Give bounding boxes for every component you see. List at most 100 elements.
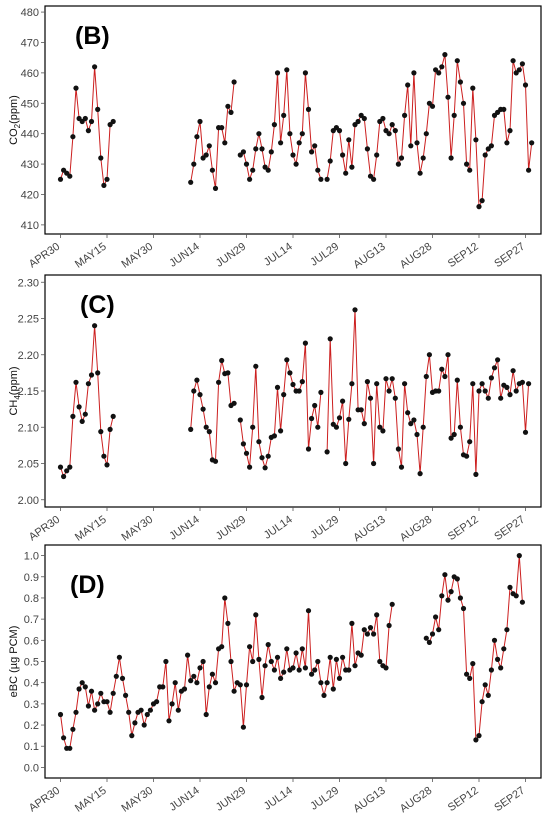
data-point xyxy=(259,146,265,152)
data-point xyxy=(510,368,516,374)
data-point xyxy=(231,79,237,85)
data-point xyxy=(529,140,535,146)
data-point xyxy=(225,370,231,376)
data-point xyxy=(290,381,296,388)
y-axis-label-main: CO xyxy=(8,128,20,145)
series-line-segment xyxy=(60,597,393,749)
data-point xyxy=(485,395,491,401)
x-tick-label: SEP12 xyxy=(446,785,481,814)
data-point xyxy=(417,471,423,477)
panel-label: (C) xyxy=(80,291,115,319)
y-tick-label: 0.4 xyxy=(24,678,39,690)
x-tick-label: APR30 xyxy=(27,785,62,815)
x-tick-label: AUG13 xyxy=(351,514,387,545)
data-point xyxy=(265,453,271,459)
data-point xyxy=(163,658,169,665)
data-point xyxy=(88,688,95,694)
y-tick-label: 0.6 xyxy=(24,635,39,647)
data-point xyxy=(522,429,529,435)
data-point xyxy=(349,381,355,387)
data-point xyxy=(247,464,253,470)
data-point xyxy=(374,152,380,158)
data-point xyxy=(519,61,526,67)
data-point xyxy=(70,726,76,732)
data-point xyxy=(237,417,243,423)
data-point xyxy=(101,182,107,188)
y-tick-label: 470 xyxy=(21,37,39,49)
panel-label: (B) xyxy=(75,22,110,50)
data-point xyxy=(265,167,271,173)
data-point xyxy=(290,152,296,158)
data-point xyxy=(324,176,330,182)
data-point xyxy=(405,410,411,416)
data-point xyxy=(389,376,395,382)
data-point xyxy=(169,701,175,707)
data-point xyxy=(488,143,494,149)
data-point xyxy=(141,722,147,728)
data-point xyxy=(268,658,274,665)
data-point xyxy=(271,667,277,673)
data-point xyxy=(312,402,318,409)
data-point xyxy=(436,627,442,633)
data-point xyxy=(343,460,349,467)
data-point xyxy=(442,373,448,380)
data-point xyxy=(495,656,501,663)
data-point xyxy=(312,143,318,149)
data-point xyxy=(256,439,262,445)
data-point xyxy=(526,381,532,387)
data-point xyxy=(519,379,526,385)
data-point xyxy=(491,365,498,371)
data-point xyxy=(414,140,420,146)
data-point xyxy=(95,701,101,707)
data-point xyxy=(423,373,429,380)
data-point xyxy=(522,82,529,88)
data-point xyxy=(448,435,454,441)
data-point xyxy=(405,82,411,88)
data-point xyxy=(92,323,98,329)
data-point xyxy=(445,352,451,358)
y-tick-label: 0.8 xyxy=(24,593,39,605)
data-point xyxy=(206,684,212,690)
y-tick-label: 440 xyxy=(21,129,39,141)
data-point xyxy=(104,462,110,468)
data-point xyxy=(274,384,281,390)
data-point xyxy=(219,125,225,131)
y-axis-label-unit: (ppm) xyxy=(8,95,20,124)
y-tick-label: 2.30 xyxy=(18,277,39,289)
data-point xyxy=(454,377,460,383)
data-point xyxy=(299,379,305,385)
data-point xyxy=(488,667,494,673)
data-point xyxy=(411,417,417,423)
data-point xyxy=(460,605,467,612)
y-axis-label: CO2(ppm) xyxy=(8,95,22,145)
data-point xyxy=(274,70,281,76)
data-point xyxy=(243,682,250,688)
data-point xyxy=(470,381,476,387)
data-point xyxy=(324,449,330,455)
data-point xyxy=(315,167,321,173)
data-point xyxy=(395,446,401,452)
data-point xyxy=(504,384,510,390)
chart-panel: 2.00 2.05 2.10 2.15 2.20 2.25 2.30 APR30 MAY15 MA… xyxy=(8,274,542,545)
data-point xyxy=(374,381,380,387)
data-point xyxy=(321,692,327,699)
x-tick-label: AUG13 xyxy=(351,785,387,816)
data-point xyxy=(281,392,287,398)
data-point xyxy=(361,115,367,122)
data-point xyxy=(61,473,67,480)
data-point xyxy=(510,58,516,64)
data-point xyxy=(305,106,312,112)
data-point xyxy=(82,115,88,122)
y-tick-label: 2.20 xyxy=(18,350,39,362)
x-tick-label: JUL14 xyxy=(262,785,295,813)
data-point xyxy=(333,424,339,430)
data-point xyxy=(228,658,234,665)
data-point xyxy=(240,149,246,155)
data-point xyxy=(293,161,299,167)
data-point xyxy=(386,131,392,137)
data-point xyxy=(262,465,268,471)
data-point xyxy=(315,424,321,430)
data-point xyxy=(85,703,91,709)
data-point xyxy=(457,595,463,601)
y-axis-label: CH4(ppm) xyxy=(8,366,22,415)
